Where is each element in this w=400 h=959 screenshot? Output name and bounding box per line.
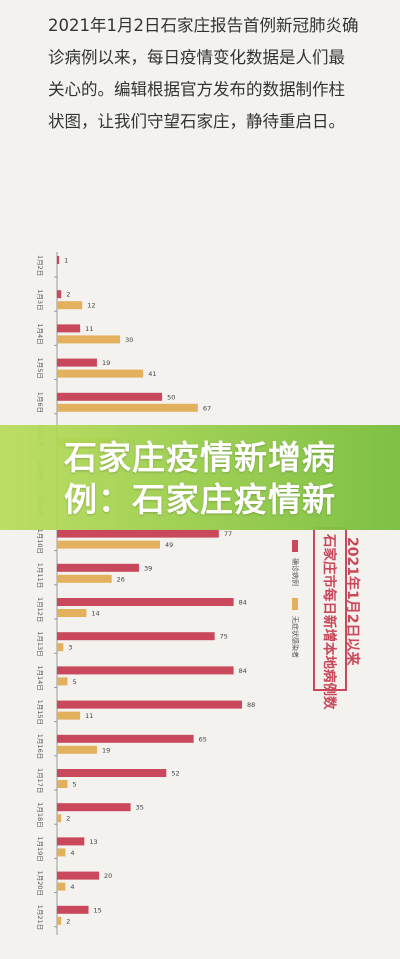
bar: [57, 574, 112, 583]
value-label: 11: [85, 712, 93, 720]
bar: [57, 780, 68, 788]
bar: [57, 803, 131, 812]
legend-swatch: [292, 598, 298, 610]
value-label: 77: [224, 530, 232, 538]
value-label: 39: [144, 564, 152, 572]
value-label: 5: [73, 781, 77, 789]
value-label: 49: [165, 541, 173, 549]
value-label: 84: [239, 667, 247, 675]
value-label: 12: [87, 302, 95, 310]
bar: [57, 882, 66, 891]
bar: [57, 563, 139, 572]
value-label: 13: [89, 838, 97, 846]
value-label: 41: [148, 370, 156, 378]
bar: [57, 700, 242, 709]
bar: [57, 290, 62, 299]
category-label: 1月2日: [36, 255, 44, 276]
category-label: 1月18日: [36, 802, 44, 827]
bar: [57, 677, 68, 686]
value-label: 14: [91, 610, 99, 618]
value-label: 65: [199, 735, 207, 743]
bar: [57, 540, 161, 549]
chart-title: 2021年1月2日以来: [344, 537, 361, 666]
category-label: 1月11日: [36, 563, 44, 588]
category-label: 1月6日: [36, 392, 44, 413]
category-label: 1月13日: [36, 631, 44, 656]
banner-title: 石家庄疫情新增病例：石家庄疫情新: [64, 438, 336, 519]
banner: 石家庄疫情新增病例：石家庄疫情新: [0, 425, 400, 530]
value-label: 19: [102, 359, 110, 367]
value-label: 4: [70, 849, 74, 857]
category-label: 1月3日: [36, 289, 44, 310]
category-label: 1月14日: [36, 665, 44, 690]
bar: [57, 609, 87, 617]
bar: [57, 916, 62, 925]
category-label: 1月17日: [36, 768, 44, 793]
bar: [57, 666, 234, 675]
category-label: 1月19日: [36, 836, 44, 861]
bar: [57, 632, 215, 641]
bar: [57, 358, 97, 367]
category-label: 1月12日: [36, 597, 44, 622]
legend-label: 确诊病例: [291, 558, 300, 586]
value-label: 1: [64, 257, 68, 265]
bar: [57, 324, 81, 333]
bar: [57, 745, 97, 754]
bar: [57, 369, 144, 378]
bar: [57, 814, 62, 823]
value-label: 50: [167, 393, 175, 401]
category-label: 1月20日: [36, 871, 44, 896]
intro-paragraph: 2021年1月2日石家庄报告首例新冠肺炎确诊病例以来，每日疫情变化数据是人们最关…: [48, 16, 359, 131]
value-label: 2: [66, 291, 70, 299]
value-label: 5: [73, 678, 77, 686]
value-label: 30: [125, 336, 133, 344]
value-label: 75: [220, 633, 228, 641]
value-label: 2: [66, 917, 70, 925]
legend-swatch: [292, 540, 298, 552]
bar: [57, 848, 66, 857]
value-label: 20: [104, 872, 112, 880]
category-label: 1月5日: [36, 358, 44, 379]
bar: [57, 256, 60, 264]
bar: [57, 335, 121, 344]
category-label: 1月16日: [36, 734, 44, 759]
chart-subtitle: 石家庄市每日新增本地病例数: [321, 533, 338, 710]
value-label: 84: [239, 599, 247, 607]
value-label: 15: [94, 906, 102, 914]
value-label: 52: [171, 770, 179, 778]
category-label: 1月4日: [36, 323, 44, 344]
value-label: 26: [117, 575, 125, 583]
value-label: 35: [136, 804, 144, 812]
bar: [57, 403, 198, 412]
category-label: 1月15日: [36, 700, 44, 725]
bar: [57, 529, 219, 538]
bar: [57, 837, 85, 846]
category-label: 1月21日: [36, 905, 44, 930]
value-label: 67: [203, 404, 211, 412]
bar: [57, 392, 163, 401]
bar: [57, 598, 234, 606]
bar: [57, 871, 100, 880]
bar: [57, 734, 194, 743]
bar: [57, 301, 83, 310]
bar: [57, 769, 167, 777]
category-label: 1月10日: [36, 529, 44, 554]
value-label: 88: [247, 701, 255, 709]
bar: [57, 711, 81, 720]
value-label: 3: [68, 644, 72, 652]
bar: [57, 643, 64, 652]
value-label: 2: [66, 815, 70, 823]
bar: [57, 905, 89, 914]
value-label: 11: [85, 325, 93, 333]
value-label: 19: [102, 746, 110, 754]
value-label: 4: [70, 883, 74, 891]
legend-label: 无症状感染者: [291, 616, 300, 658]
